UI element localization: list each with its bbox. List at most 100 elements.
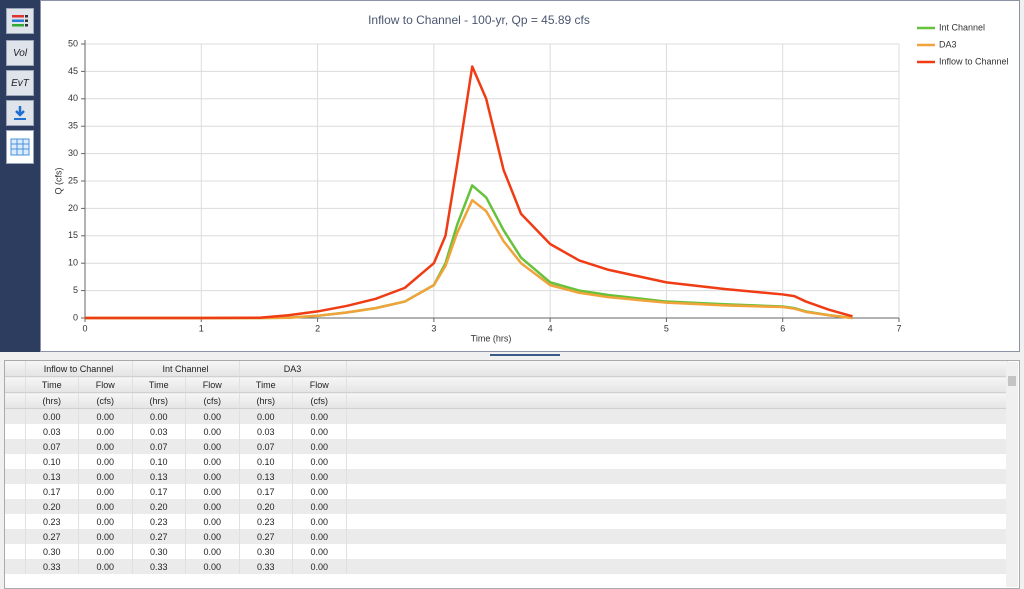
unit-header: (cfs) [185,392,240,409]
data-cell: 0.23 [239,514,293,529]
data-cell: 0.27 [239,529,293,544]
scrollbar[interactable] [1006,362,1018,587]
data-cell: 0.00 [292,469,347,484]
data-cell: 0.00 [185,499,240,514]
data-row: 0.20 0.00 0.20 0.00 0.20 0.00 [5,499,1008,514]
data-cell: 0.00 [78,559,133,574]
data-cell: 0.03 [132,424,186,439]
data-row: 0.13 0.00 0.13 0.00 0.13 0.00 [5,469,1008,484]
filler-cell [346,529,1008,544]
data-cell: 0.17 [239,484,293,499]
corner-cell [5,376,26,393]
filler-cell [346,499,1008,514]
data-cell: 0.00 [78,514,133,529]
column-header: Flow [292,376,347,393]
row-header [5,439,26,454]
table-button[interactable] [6,130,34,164]
data-cell: 0.20 [132,499,186,514]
corner-cell [5,361,26,377]
y-tick-label: 35 [68,121,78,131]
data-row: 0.33 0.00 0.33 0.00 0.33 0.00 [5,559,1008,574]
legend-button[interactable] [6,8,34,34]
y-tick-label: 40 [68,93,78,103]
data-cell: 0.00 [78,499,133,514]
data-row: 0.17 0.00 0.17 0.00 0.17 0.00 [5,484,1008,499]
data-cell: 0.00 [185,559,240,574]
row-header [5,454,26,469]
data-cell: 0.00 [78,544,133,559]
data-cell: 0.00 [185,408,240,424]
x-tick-label: 4 [548,323,553,333]
unit-header: (hrs) [132,392,186,409]
y-tick-label: 0 [73,312,78,322]
x-tick-label: 6 [780,323,785,333]
filler-cell [346,484,1008,499]
data-cell: 0.00 [185,529,240,544]
legend-label: DA3 [939,39,957,49]
data-cell: 0.33 [25,559,79,574]
filler-cell [346,361,1008,377]
row-header [5,544,26,559]
data-cell: 0.07 [25,439,79,454]
data-cell: 0.30 [25,544,79,559]
unit-header: (cfs) [78,392,133,409]
row-header [5,424,26,439]
unit-header: (hrs) [239,392,293,409]
data-row: 0.03 0.00 0.03 0.00 0.03 0.00 [5,424,1008,439]
unit-header: (hrs) [25,392,79,409]
y-tick-label: 25 [68,175,78,185]
row-header [5,514,26,529]
series-line [85,65,853,320]
data-cell: 0.00 [185,424,240,439]
data-cell: 0.20 [239,499,293,514]
unit-header: (cfs) [292,392,347,409]
data-row: 0.00 0.00 0.00 0.00 0.00 0.00 [5,408,1008,424]
data-row: 0.10 0.00 0.10 0.00 0.10 0.00 [5,454,1008,469]
data-cell: 0.00 [292,439,347,454]
y-tick-label: 10 [68,258,78,268]
row-header [5,499,26,514]
data-cell: 0.23 [25,514,79,529]
data-cell: 0.00 [185,544,240,559]
data-cell: 0.27 [25,529,79,544]
data-row: 0.07 0.00 0.07 0.00 0.07 0.00 [5,439,1008,454]
chart-panel: Inflow to Channel - 100-yr, Qp = 45.89 c… [40,0,1020,352]
volume-button[interactable]: Vol [6,40,34,66]
x-tick-label: 1 [199,323,204,333]
legend-icon [12,15,28,27]
filler-cell [346,376,1008,393]
data-cell: 0.27 [132,529,186,544]
data-cell: 0.13 [132,469,186,484]
data-cell: 0.00 [292,529,347,544]
data-cell: 0.00 [292,514,347,529]
column-header-row: Time Flow Time Flow Time Flow [5,376,1008,393]
legend-label: Inflow to Channel [939,56,1009,66]
y-tick-label: 45 [68,66,78,76]
filler-cell [346,408,1008,424]
data-cell: 0.23 [132,514,186,529]
data-cell: 0.00 [185,454,240,469]
filler-cell [346,544,1008,559]
filler-cell [346,439,1008,454]
data-cell: 0.00 [185,484,240,499]
scroll-thumb[interactable] [1008,376,1016,386]
row-header [5,469,26,484]
data-cell: 0.13 [25,469,79,484]
data-cell: 0.07 [132,439,186,454]
event-time-button[interactable]: EvT [6,70,34,96]
export-button[interactable] [6,100,34,126]
data-cell: 0.00 [185,469,240,484]
data-cell: 0.30 [132,544,186,559]
download-icon [14,106,26,120]
data-cell: 0.03 [25,424,79,439]
chart: Inflow to Channel - 100-yr, Qp = 45.89 c… [53,13,1009,343]
data-cell: 0.17 [25,484,79,499]
column-header: Flow [185,376,240,393]
toolbar: Vol EvT [0,0,40,352]
corner-cell [5,392,26,409]
y-tick-label: 30 [68,148,78,158]
splitter[interactable] [490,354,560,356]
group-header: Int Channel [132,361,240,377]
data-cell: 0.00 [78,529,133,544]
table-icon [10,138,30,156]
